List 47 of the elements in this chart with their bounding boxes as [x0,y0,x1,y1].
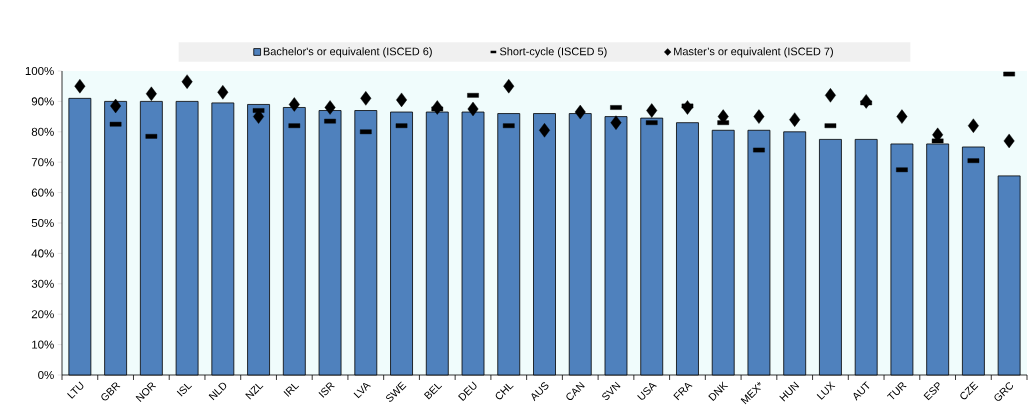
point [789,112,801,127]
y-tick-label: 50% [31,218,54,228]
y-tick-label: 80% [31,127,54,136]
x-tick-label: BEL [423,383,443,400]
point [1003,133,1015,149]
point [360,91,372,106]
x-tick-label: ISL [176,383,192,397]
point [967,118,979,133]
y-tick-label: 30% [31,279,54,288]
point [574,104,586,120]
point [860,94,872,109]
y-tick-label: 70% [31,158,54,167]
x-tick-label: IRL [283,383,300,397]
point [431,100,443,115]
legend-label: Master’s or equivalent (ISCED 7) [674,47,833,58]
point [539,123,550,138]
y-tick-label: 60% [31,188,54,197]
y-tick-label: 0% [38,370,54,380]
legend-label: Bachelor's or equivalent (ISCED 6) [263,47,432,58]
y-tick-label: 100% [25,66,54,76]
point [181,74,193,89]
y-tick-label: 20% [31,310,54,319]
point [74,79,86,94]
y-tick-label: 90% [31,97,54,106]
y-tick-label: 10% [32,340,54,349]
x-tick-label: FRA [673,383,693,401]
point [646,103,658,118]
point [753,109,765,124]
y-tick-label: 40% [31,249,54,258]
point [503,79,515,94]
x-tick-label: ISR [318,382,335,398]
point [467,101,479,117]
point [217,85,229,100]
point [824,88,836,103]
x-tick-label: CHL [495,383,514,400]
point [324,100,336,115]
point [610,115,622,130]
point [288,97,300,112]
x-tick-label: LVA [353,383,371,399]
point [110,98,122,114]
legend-label: Short-cycle (ISCED 5) [499,47,607,58]
point [682,100,693,115]
point [145,86,157,101]
point [896,109,908,124]
x-tick-label: USA [637,383,657,400]
x-tick-label: NZL [245,383,264,400]
x-tick-label: TUR [886,382,907,400]
